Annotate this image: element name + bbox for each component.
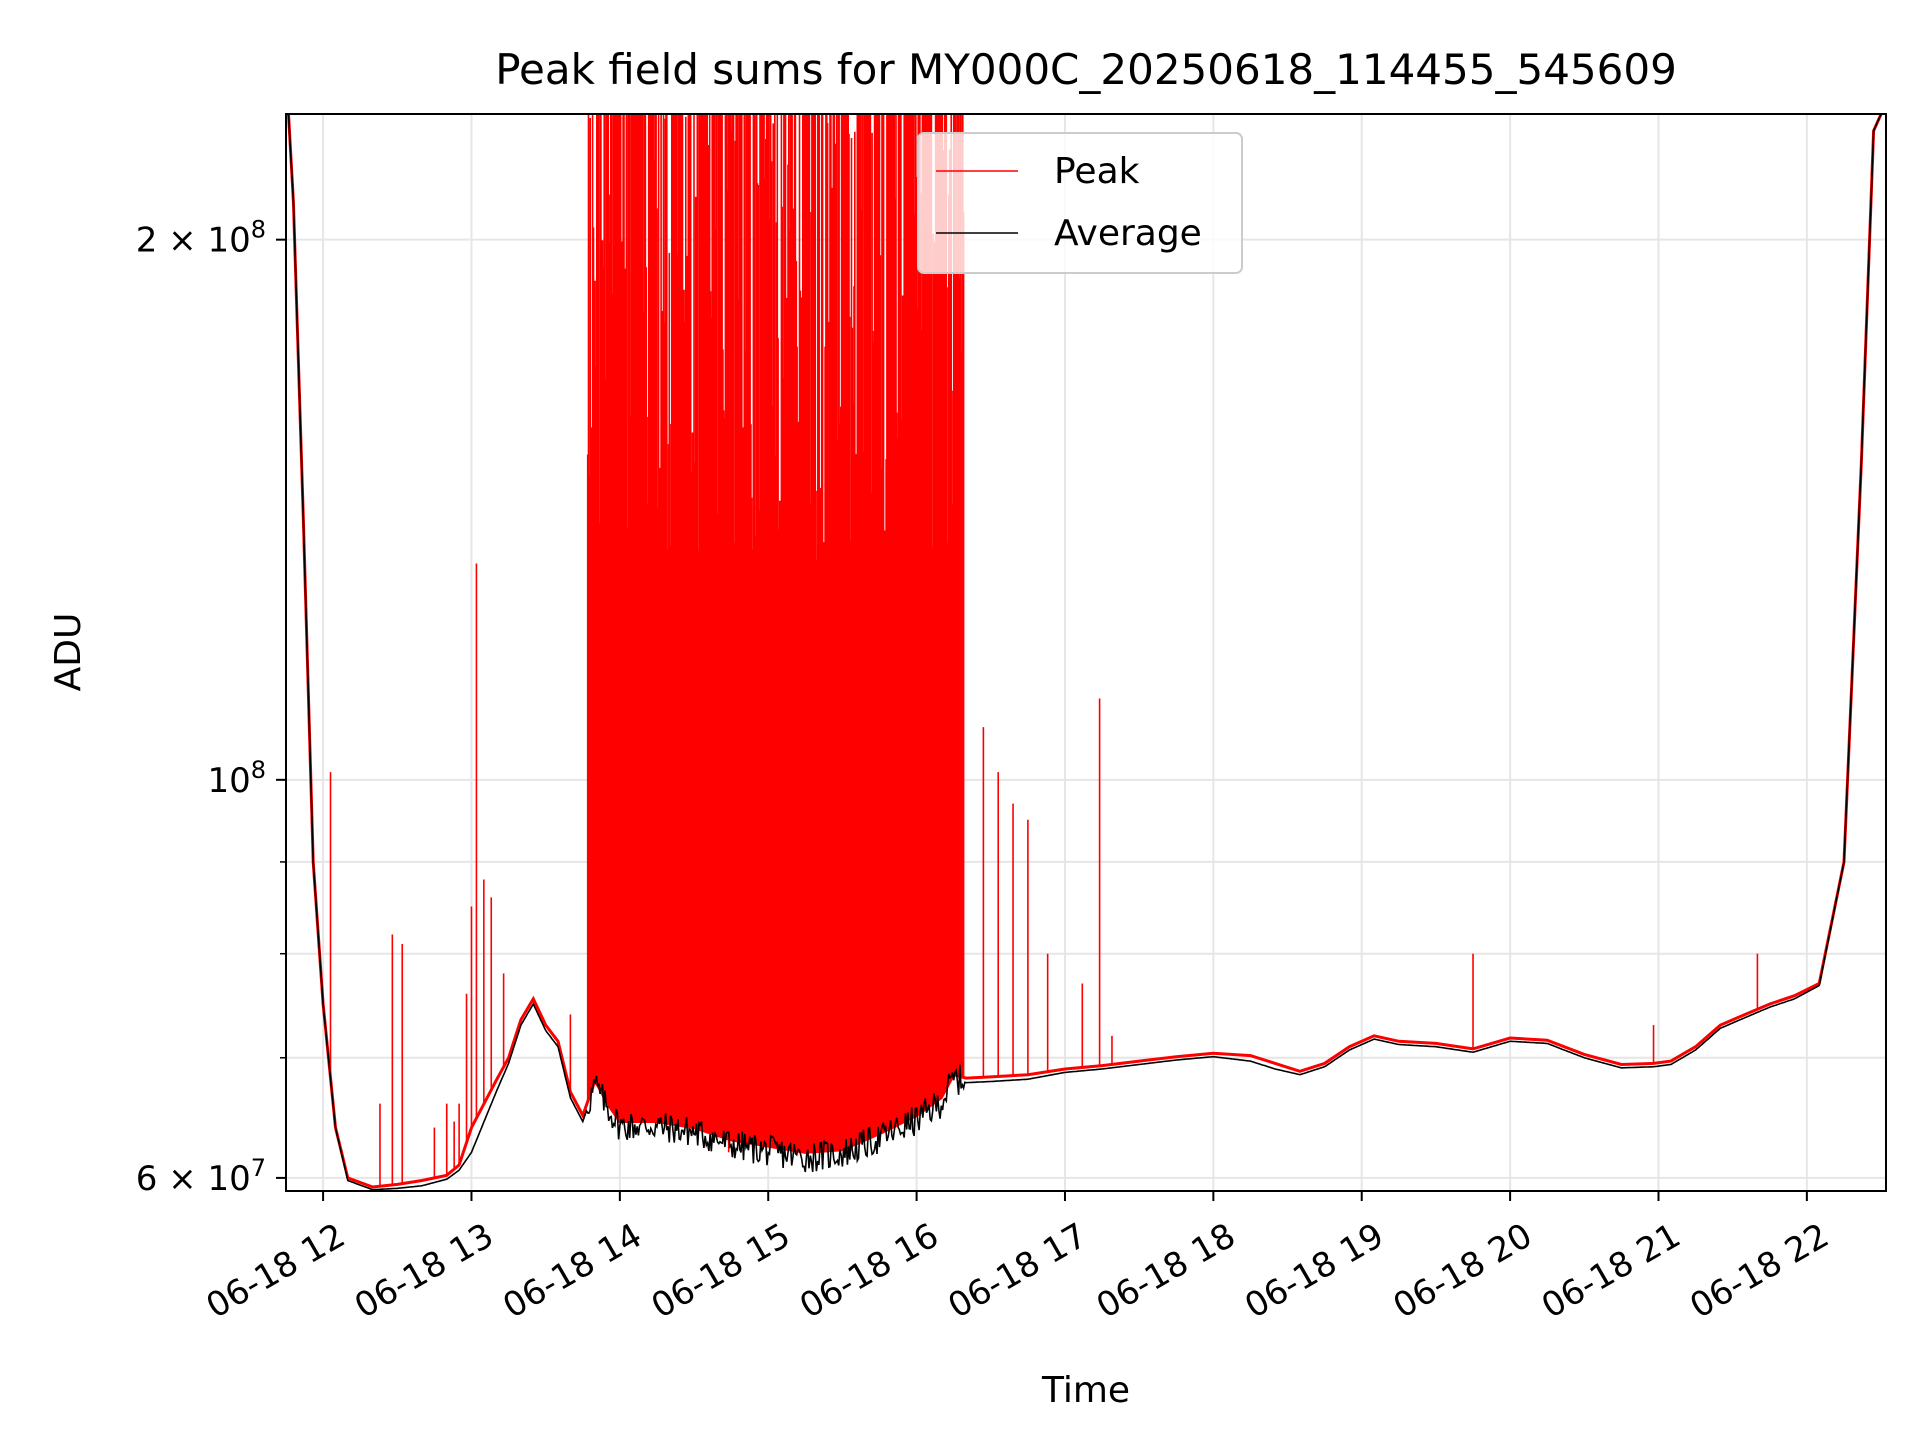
y-axis-label: ADU	[48, 613, 89, 692]
chart-title: Peak field sums for MY000C_20250618_1144…	[495, 45, 1677, 94]
y-tick-label: 6 × 107	[136, 1154, 266, 1199]
average-series-line	[287, 114, 1882, 1191]
legend-label-peak: Peak	[1054, 151, 1140, 192]
y-tick-label: 108	[207, 756, 266, 801]
series-layer	[287, 114, 1883, 1191]
legend-box	[917, 132, 1243, 274]
legend-label-average: Average	[1054, 213, 1202, 254]
y-tick-label: 2 × 108	[136, 216, 266, 261]
legend: Peak Average	[917, 132, 1243, 274]
y-axis: 6 × 107 108 2 × 108	[136, 216, 286, 1199]
peak-burst-spikes	[586, 114, 965, 1153]
plot-frame	[285, 113, 1887, 1192]
x-axis-label: Time	[1041, 1370, 1130, 1411]
